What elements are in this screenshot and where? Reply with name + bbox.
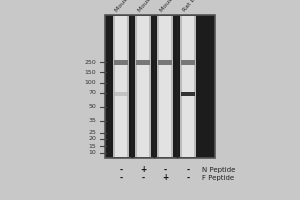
- Text: -: -: [164, 166, 166, 174]
- Text: 70: 70: [88, 90, 96, 96]
- Text: 25: 25: [88, 130, 96, 136]
- Text: -: -: [186, 173, 190, 182]
- Bar: [181, 60, 195, 65]
- Bar: [114, 92, 128, 96]
- Text: 250: 250: [84, 60, 96, 64]
- Text: -: -: [141, 173, 145, 182]
- Text: -: -: [119, 173, 123, 182]
- Text: -: -: [186, 166, 190, 174]
- Text: Mouse Kidney+: Mouse Kidney+: [137, 0, 172, 13]
- Bar: [137, 16, 149, 157]
- Text: 100: 100: [84, 80, 96, 86]
- Text: Mouse Kidney: Mouse Kidney: [114, 0, 146, 13]
- Text: -: -: [119, 166, 123, 174]
- Bar: [180, 16, 196, 157]
- Text: Mouse kidney: Mouse kidney: [159, 0, 191, 13]
- Bar: [114, 60, 128, 65]
- Text: N Peptide: N Peptide: [202, 167, 236, 173]
- Text: +: +: [162, 173, 168, 182]
- Bar: [157, 16, 173, 157]
- Bar: [105, 15, 215, 158]
- Text: Rat Liver: Rat Liver: [182, 0, 204, 13]
- Bar: [181, 92, 195, 96]
- Bar: [136, 60, 150, 65]
- Text: 150: 150: [84, 70, 96, 74]
- Text: +: +: [140, 166, 146, 174]
- Bar: [135, 16, 151, 157]
- Bar: [158, 60, 172, 65]
- Text: 35: 35: [88, 118, 96, 123]
- Bar: [115, 16, 127, 157]
- Text: 15: 15: [88, 144, 96, 148]
- Bar: [182, 16, 194, 157]
- Text: 20: 20: [88, 136, 96, 142]
- Text: F Peptide: F Peptide: [202, 175, 234, 181]
- Bar: [159, 16, 171, 157]
- Text: 50: 50: [88, 104, 96, 110]
- Text: 10: 10: [88, 150, 96, 156]
- Bar: [113, 16, 129, 157]
